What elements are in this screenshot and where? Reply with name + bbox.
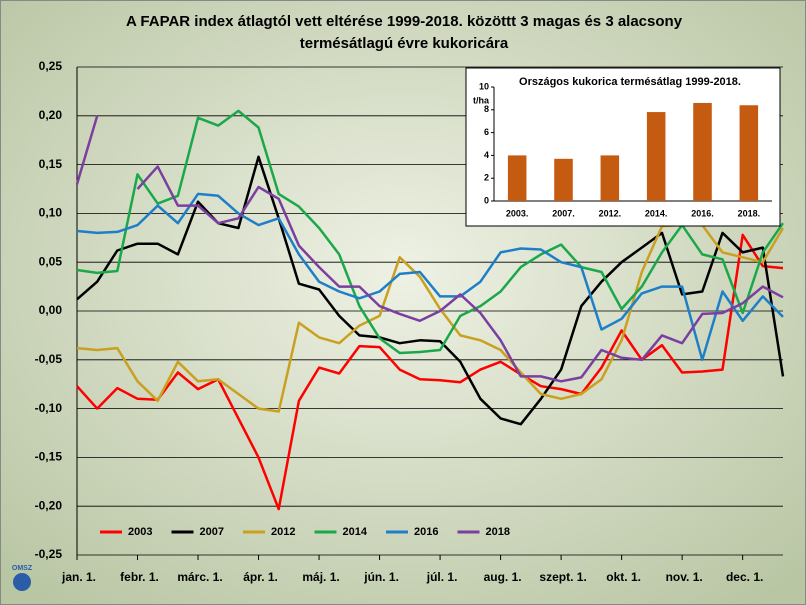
inset-title: Országos kukorica termésátlag 1999-2018. bbox=[519, 76, 741, 88]
x-tick-label: nov. 1. bbox=[666, 570, 703, 584]
inset-y-tick-label: 8 bbox=[484, 104, 489, 114]
inset-y-tick-label: 0 bbox=[484, 195, 489, 205]
x-tick-label: szept. 1. bbox=[539, 570, 586, 584]
bar bbox=[554, 158, 573, 201]
x-tick-label: máj. 1. bbox=[302, 570, 339, 584]
line-series bbox=[75, 115, 784, 383]
y-tick-label: 0,15 bbox=[39, 157, 63, 171]
legend-label: 2003 bbox=[128, 526, 152, 538]
x-tick-label: aug. 1. bbox=[484, 570, 522, 584]
bar bbox=[739, 105, 759, 201]
y-tick-label: 0,20 bbox=[39, 108, 63, 122]
logo: OMSZ bbox=[12, 565, 33, 591]
logo-text: OMSZ bbox=[12, 565, 33, 572]
line-series bbox=[76, 192, 784, 362]
x-tick-label: ápr. 1. bbox=[243, 570, 278, 584]
inset-x-tick-label: 2018. bbox=[738, 208, 761, 218]
y-tick-label: -0,05 bbox=[35, 352, 63, 366]
y-tick-label: -0,20 bbox=[35, 498, 63, 512]
bar bbox=[600, 155, 620, 201]
inset-x-tick-label: 2012. bbox=[599, 208, 622, 218]
inset-x-tick-label: 2014. bbox=[645, 208, 668, 218]
chart-title: termésátlagú évre kukoricára bbox=[300, 35, 509, 52]
inset-y-tick-label: 4 bbox=[484, 150, 489, 160]
line-series bbox=[76, 155, 785, 426]
legend-label: 2012 bbox=[271, 526, 295, 538]
legend-label: 2018 bbox=[486, 526, 510, 538]
inset-y-label: t/ha bbox=[473, 95, 490, 105]
inset-y-tick-label: 6 bbox=[484, 127, 489, 137]
legend-label: 2014 bbox=[343, 526, 368, 538]
x-tick-label: febr. 1. bbox=[120, 570, 159, 584]
inset-frame bbox=[465, 67, 781, 227]
x-tick-label: márc. 1. bbox=[177, 570, 222, 584]
inset-y-tick-label: 2 bbox=[484, 173, 489, 183]
inset-x-tick-label: 2016. bbox=[691, 208, 714, 218]
y-tick-label: -0,25 bbox=[35, 547, 63, 561]
inset-x-tick-label: 2003. bbox=[506, 208, 529, 218]
x-tick-label: jan. 1. bbox=[61, 570, 96, 584]
y-tick-label: -0,10 bbox=[35, 401, 63, 415]
legend-label: 2016 bbox=[414, 526, 438, 538]
line-series bbox=[76, 109, 785, 355]
y-tick-label: -0,15 bbox=[35, 450, 63, 464]
y-tick-label: 0,00 bbox=[39, 303, 63, 317]
bar bbox=[646, 112, 666, 201]
y-tick-label: 0,25 bbox=[39, 59, 63, 73]
x-tick-label: okt. 1. bbox=[606, 570, 641, 584]
x-tick-label: jún. 1. bbox=[363, 570, 399, 584]
y-tick-label: 0,10 bbox=[39, 206, 63, 220]
line-series bbox=[76, 233, 784, 511]
inset-x-tick-label: 2007. bbox=[552, 208, 575, 218]
bar bbox=[693, 102, 712, 201]
x-tick-label: dec. 1. bbox=[726, 570, 763, 584]
y-tick-label: 0,05 bbox=[39, 254, 63, 268]
chart-title: A FAPAR index átlagtól vett eltérése 199… bbox=[126, 13, 683, 30]
bar bbox=[507, 155, 527, 201]
x-tick-label: júl. 1. bbox=[426, 570, 458, 584]
legend-label: 2007 bbox=[200, 526, 224, 538]
inset-y-tick-label: 10 bbox=[479, 81, 489, 91]
